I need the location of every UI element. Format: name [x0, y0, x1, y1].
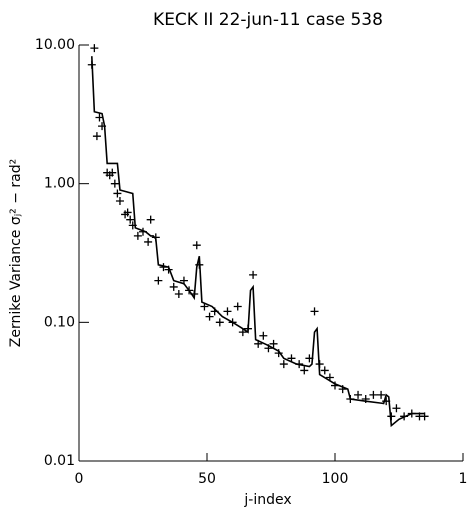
data-point [110, 179, 119, 188]
x-axis-label: j-index [243, 492, 291, 508]
data-point [159, 263, 168, 272]
data-point [249, 270, 258, 279]
data-point [305, 354, 314, 363]
y-tick-label: 0.01 [44, 453, 75, 469]
data-point [264, 344, 273, 353]
data-point [420, 412, 429, 421]
data-point [128, 221, 137, 230]
data-point [87, 60, 96, 69]
data-point [387, 412, 396, 421]
data-point [377, 390, 386, 399]
data-point [269, 339, 278, 348]
data-point [238, 328, 247, 337]
data-point [392, 404, 401, 413]
data-point [295, 360, 304, 369]
data-point [325, 373, 334, 382]
data-point [154, 276, 163, 285]
y-tick-label: 10.00 [35, 37, 75, 53]
data-point [233, 302, 242, 311]
data-point [346, 394, 355, 403]
data-point [254, 339, 263, 348]
data-point [310, 307, 319, 316]
data-point [179, 276, 188, 285]
data-point [190, 290, 199, 299]
data-point [382, 397, 391, 406]
x-tick-label: 1 [459, 471, 468, 487]
data-point [98, 122, 107, 131]
chart-title: KECK II 22-jun-11 case 538 [153, 10, 383, 30]
data-point [223, 307, 232, 316]
data-point [315, 360, 324, 369]
data-point [90, 44, 99, 53]
data-point [95, 113, 104, 122]
data-point [151, 233, 160, 242]
data-point [361, 394, 370, 403]
x-tick-label: 100 [322, 471, 349, 487]
y-axis-label: Zernike Variance σⱼ² − rad² [8, 159, 24, 347]
data-point [139, 227, 147, 236]
data-point [407, 409, 416, 418]
x-tick-label: 0 [75, 471, 84, 487]
data-point [146, 215, 155, 224]
data-point [228, 318, 237, 327]
data-point [274, 349, 283, 358]
data-point [164, 265, 173, 274]
data-point [126, 215, 135, 224]
data-point [108, 168, 117, 177]
data-point [287, 354, 296, 363]
data-point [195, 260, 204, 269]
data-point [215, 318, 224, 327]
data-point [338, 385, 347, 394]
data-point [300, 366, 309, 375]
data-point [92, 132, 101, 141]
y-tick-label: 0.10 [44, 314, 75, 330]
data-point [113, 189, 122, 198]
data-point [133, 231, 142, 240]
data-point [115, 196, 124, 205]
data-point [279, 360, 288, 369]
data-point [185, 286, 194, 295]
data-point [320, 366, 329, 375]
data-point [192, 241, 201, 250]
data-point [210, 307, 219, 316]
data-point [400, 412, 409, 421]
data-point [259, 331, 268, 340]
data-point [144, 237, 153, 246]
data-point [354, 390, 363, 399]
data-point [200, 302, 209, 311]
data-point [369, 390, 378, 399]
x-tick-label: 50 [198, 471, 216, 487]
y-tick-label: 1.00 [44, 176, 75, 192]
data-point [169, 282, 178, 291]
data-point [243, 324, 252, 333]
data-point [331, 381, 339, 390]
data-point [205, 312, 214, 321]
data-point [123, 208, 132, 217]
data-point [174, 290, 183, 299]
